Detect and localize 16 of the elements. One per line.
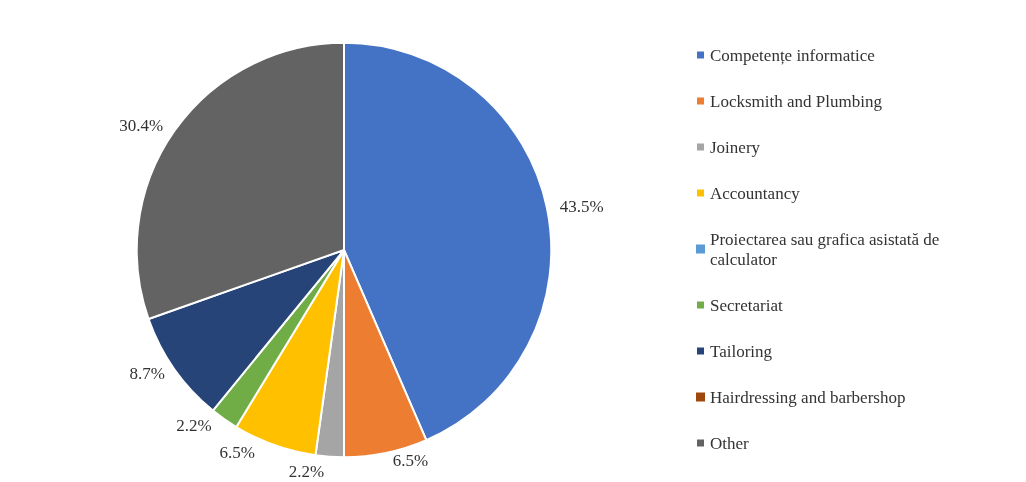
legend-label: Tailoring bbox=[710, 341, 773, 361]
legend-label: Competențe informatice bbox=[710, 45, 875, 65]
data-label: 30.4% bbox=[119, 116, 164, 136]
legend-label: Accountancy bbox=[710, 183, 801, 203]
legend-label: Locksmith and Plumbing bbox=[710, 91, 883, 111]
data-label: 6.5% bbox=[392, 451, 429, 471]
legend-label: Secretariat bbox=[710, 295, 783, 315]
legend-label: Hairdressing and barbershop bbox=[710, 387, 906, 407]
legend-label: Proiectarea sau grafica asistată de calculator bbox=[710, 229, 944, 269]
data-label: 2.2% bbox=[176, 416, 212, 436]
data-label: 2.2% bbox=[288, 462, 325, 482]
data-label: 6.5% bbox=[219, 443, 255, 463]
data-label: 8.7% bbox=[129, 364, 166, 384]
legend-label: Other bbox=[710, 433, 750, 453]
legend-label: Joinery bbox=[710, 137, 761, 157]
data-label: 43.5% bbox=[559, 196, 604, 216]
